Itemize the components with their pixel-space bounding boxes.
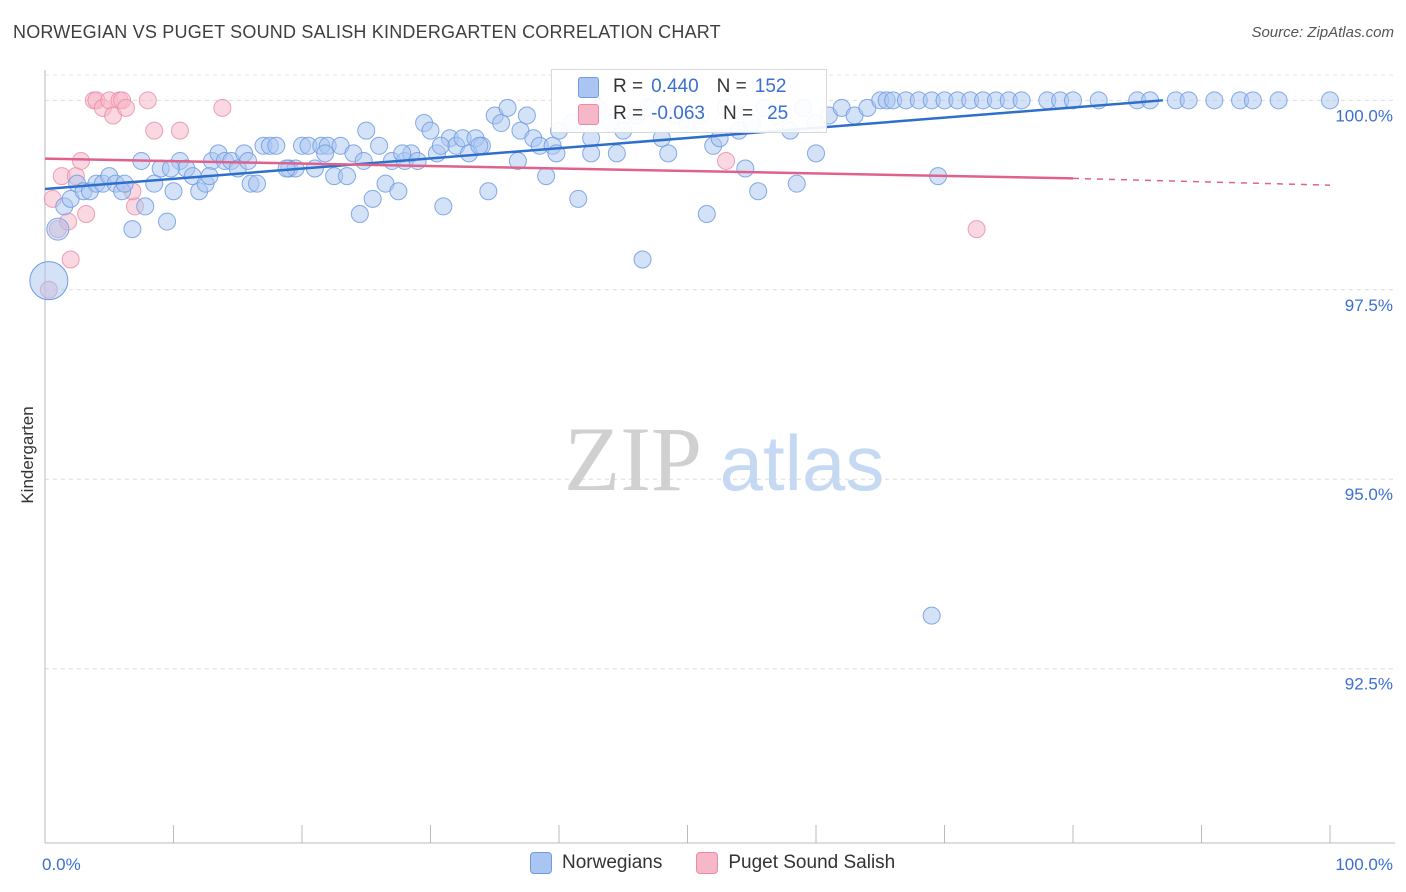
data-point-norwegian bbox=[46, 217, 70, 241]
watermark-zip: ZIP bbox=[564, 408, 702, 510]
data-point-norwegian bbox=[434, 197, 453, 216]
data-point-norwegian bbox=[354, 151, 373, 170]
data-point-norwegian bbox=[633, 250, 652, 269]
watermark-atlas: atlas bbox=[720, 419, 885, 507]
data-point-norwegian bbox=[370, 136, 389, 155]
data-point-norwegian bbox=[161, 159, 180, 178]
data-point-salish bbox=[213, 98, 232, 117]
tick-labels: 100.0% 97.5% 95.0% 92.5% 0.0% 100.0% bbox=[42, 106, 1393, 874]
x-tick-label: 100.0% bbox=[1335, 855, 1393, 874]
data-point-norwegian bbox=[659, 144, 678, 163]
trend-line-salish-extension bbox=[1072, 177, 1331, 186]
data-point-salish bbox=[77, 204, 96, 223]
data-point-salish bbox=[61, 250, 80, 269]
data-point-norwegian bbox=[787, 174, 806, 193]
stats-swatch-blue bbox=[578, 76, 599, 98]
x-tick-label: 0.0% bbox=[42, 855, 81, 874]
y-tick-label: 95.0% bbox=[1345, 485, 1393, 504]
r-label: R = bbox=[613, 103, 644, 124]
r-value: -0.063 bbox=[651, 103, 705, 124]
data-point-norwegian bbox=[470, 136, 489, 155]
trend-line-salish bbox=[44, 157, 1074, 180]
n-value: 25 bbox=[767, 103, 789, 124]
data-point-norwegian bbox=[569, 189, 588, 208]
data-point-salish bbox=[116, 98, 135, 117]
data-point-norwegian bbox=[537, 167, 556, 186]
series-norwegians bbox=[29, 91, 1339, 625]
data-point-norwegian bbox=[1012, 91, 1031, 110]
data-point-norwegian bbox=[492, 114, 511, 133]
data-point-norwegian bbox=[158, 212, 177, 231]
y-tick-label: 100.0% bbox=[1335, 106, 1393, 125]
n-label: N = bbox=[716, 76, 747, 97]
y-tick-label: 92.5% bbox=[1345, 675, 1393, 694]
data-point-norwegian bbox=[697, 204, 716, 223]
data-point-norwegian bbox=[607, 144, 626, 163]
data-point-norwegian bbox=[1269, 91, 1288, 110]
data-point-norwegian bbox=[807, 144, 825, 163]
data-point-norwegian bbox=[316, 144, 335, 163]
y-axis-title: Kindergarten bbox=[18, 406, 37, 503]
stats-swatch-pink bbox=[578, 103, 599, 125]
data-point-norwegian bbox=[517, 106, 536, 125]
data-point-norwegian bbox=[922, 606, 941, 625]
data-point-norwegian bbox=[1179, 91, 1198, 110]
data-point-norwegian bbox=[736, 159, 755, 178]
data-point-norwegian bbox=[582, 144, 601, 163]
data-point-salish bbox=[71, 151, 90, 170]
data-point-norwegian bbox=[431, 136, 450, 155]
data-point-norwegian bbox=[421, 121, 440, 140]
data-point-salish bbox=[170, 121, 189, 140]
legend-item-salish[interactable]: Puget Sound Salish bbox=[696, 852, 895, 874]
data-point-norwegian bbox=[363, 189, 382, 208]
n-label: N = bbox=[722, 103, 754, 124]
data-point-norwegian bbox=[145, 174, 164, 193]
stats-row-salish: R = -0.063 N = 25 bbox=[578, 103, 788, 125]
r-label: R = bbox=[613, 76, 644, 97]
legend-swatch-pink bbox=[696, 852, 719, 874]
data-point-norwegian bbox=[337, 167, 356, 186]
trend-line-norwegians bbox=[44, 99, 1164, 191]
data-point-norwegian bbox=[123, 220, 142, 239]
data-point-norwegian bbox=[1205, 91, 1224, 110]
chart-title: NORWEGIAN VS PUGET SOUND SALISH KINDERGA… bbox=[13, 22, 721, 42]
data-point-norwegian-large bbox=[29, 261, 69, 301]
data-point-salish bbox=[145, 121, 164, 140]
data-point-norwegian bbox=[749, 182, 768, 201]
series-puget-sound-salish bbox=[39, 91, 986, 299]
data-point-norwegian bbox=[479, 182, 498, 201]
y-tick-label: 97.5% bbox=[1345, 296, 1393, 315]
data-point-norwegian bbox=[267, 136, 286, 155]
stats-box: R = 0.440 N = 152 R = -0.063 N = 25 bbox=[551, 69, 827, 133]
legend-swatch-blue bbox=[530, 852, 552, 874]
data-point-norwegian bbox=[164, 182, 183, 201]
data-point-salish bbox=[967, 220, 986, 239]
stats-row-norwegians: R = 0.440 N = 152 bbox=[578, 76, 786, 98]
data-point-norwegian bbox=[136, 197, 155, 216]
data-point-norwegian bbox=[1243, 91, 1262, 110]
data-point-salish bbox=[138, 91, 157, 110]
data-point-norwegian bbox=[389, 182, 408, 201]
legend-item-norwegians[interactable]: Norwegians bbox=[530, 852, 662, 874]
n-value: 152 bbox=[754, 76, 787, 97]
source-label: Source: ZipAtlas.com bbox=[1251, 24, 1394, 41]
legend: Norwegians Puget Sound Salish bbox=[530, 852, 895, 874]
data-point-norwegian bbox=[1064, 91, 1082, 110]
data-point-norwegian bbox=[350, 204, 369, 223]
data-point-norwegian bbox=[357, 121, 376, 140]
data-point-norwegian bbox=[1321, 91, 1339, 110]
r-value: 0.440 bbox=[651, 76, 699, 97]
legend-label-salish: Puget Sound Salish bbox=[728, 852, 896, 873]
data-point-norwegian bbox=[239, 151, 258, 170]
data-point-norwegian bbox=[498, 98, 517, 117]
data-point-salish bbox=[717, 151, 736, 170]
legend-label-norwegians: Norwegians bbox=[562, 852, 663, 873]
trend-lines bbox=[44, 99, 1331, 191]
data-point-norwegian bbox=[248, 174, 267, 193]
